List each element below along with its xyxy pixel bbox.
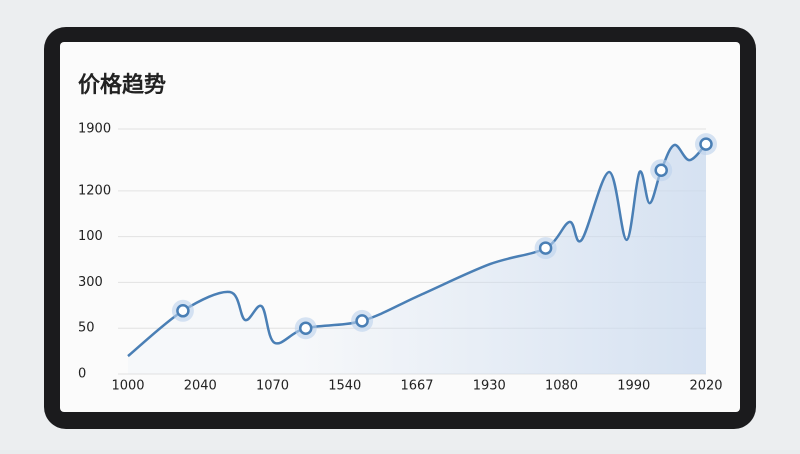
y-tick-label: 0 xyxy=(78,367,86,382)
marker xyxy=(654,163,668,177)
x-tick-label: 2020 xyxy=(689,379,722,394)
marker xyxy=(355,314,369,328)
x-tick-label: 1540 xyxy=(328,379,361,394)
y-tick-label: 300 xyxy=(78,275,103,290)
x-tick-label: 1070 xyxy=(256,379,289,394)
y-tick-label: 1900 xyxy=(78,122,111,137)
x-tick-label: 1667 xyxy=(400,379,433,394)
x-tick-label: 1000 xyxy=(111,379,144,394)
x-tick-label: 1990 xyxy=(617,379,650,394)
x-tick-label: 1080 xyxy=(545,379,578,394)
marker xyxy=(699,137,713,151)
x-tick-label: 2040 xyxy=(184,379,217,394)
chart-title: 价格趋势 xyxy=(78,72,166,98)
area xyxy=(128,144,706,374)
marker xyxy=(176,304,190,318)
y-tick-label: 1200 xyxy=(78,183,111,198)
y-tick-label: 100 xyxy=(78,229,103,244)
marker xyxy=(298,321,313,335)
marker xyxy=(538,241,553,255)
x-tick-label: 1930 xyxy=(473,379,506,394)
y-tick-label: 50 xyxy=(78,321,95,336)
